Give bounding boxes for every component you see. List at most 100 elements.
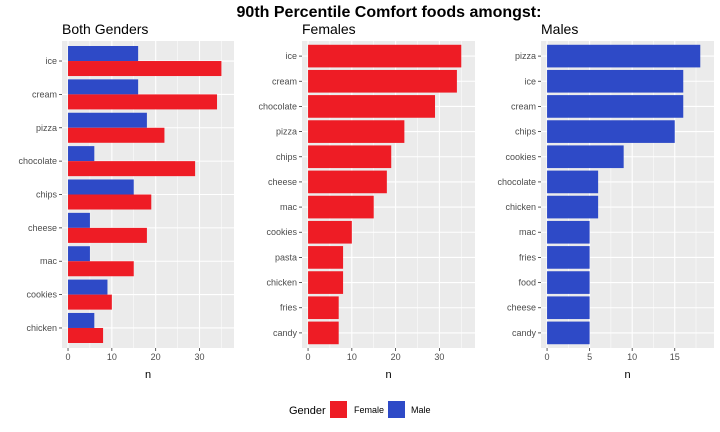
bar-female-cookies [68, 294, 112, 310]
y-tick-label-cream: cream [511, 101, 536, 111]
y-tick-label-cheese: cheese [507, 303, 536, 313]
bar-male-chips [547, 120, 675, 143]
x-tick-label: 20 [391, 352, 401, 362]
bar-male-chicken [547, 195, 599, 219]
y-tick-label-ice: ice [524, 76, 536, 86]
bar-female-chicken [308, 271, 344, 294]
bar-male-cheese [547, 296, 590, 320]
y-tick-label-pasta: pasta [275, 252, 297, 262]
bar-female-pasta [308, 246, 344, 269]
bar-male-mac [68, 246, 90, 262]
panel-both-genders: 0 10 20 30 ice cream pizza chocolate chips cheese… [18, 21, 234, 381]
bar-male-food [547, 271, 590, 294]
legend-swatch-female [330, 401, 347, 418]
bar-male-fries [547, 246, 590, 269]
bar-female-pizza [308, 120, 405, 143]
x-tick-label: 30 [194, 352, 204, 362]
bar-male-chocolate [547, 170, 599, 194]
x-tick-label: 0 [545, 352, 550, 362]
bar-male-pizza [547, 44, 701, 68]
y-tick-label-chips: chips [276, 152, 298, 162]
x-axis-title: n [624, 369, 630, 381]
bar-female-chicken [68, 327, 104, 343]
x-tick-label: 0 [306, 352, 311, 362]
y-tick-label-cream: cream [32, 89, 57, 99]
y-tick-label-chicken: chicken [266, 278, 297, 288]
bar-male-chocolate [68, 146, 95, 162]
y-tick-label-chocolate: chocolate [497, 177, 536, 187]
legend-label-female: Female [354, 405, 384, 415]
bar-male-mac [547, 220, 590, 244]
bar-female-chocolate [68, 161, 196, 177]
y-tick-label-chicken: chicken [26, 323, 57, 333]
chart-panels: 0 10 20 30 ice cream pizza chocolate chips cheese… [18, 21, 714, 381]
bar-female-cream [68, 94, 218, 110]
x-tick-label: 10 [347, 352, 357, 362]
x-axis-title: n [145, 369, 151, 381]
bar-male-ice [547, 69, 684, 93]
bar-male-cheese [68, 212, 90, 228]
y-tick-label-candy: candy [512, 328, 537, 338]
bar-male-cookies [68, 279, 108, 295]
legend-title: Gender [289, 405, 326, 417]
x-tick-label: 15 [670, 352, 680, 362]
legend-swatch-male [388, 401, 405, 418]
x-tick-label: 0 [66, 352, 71, 362]
y-tick-label-pizza: pizza [515, 51, 536, 61]
y-tick-label-cookies: cookies [26, 290, 57, 300]
bar-male-chips [68, 179, 134, 195]
y-tick-label-mac: mac [40, 256, 58, 266]
y-tick-label-pizza: pizza [276, 127, 297, 137]
bar-female-chips [68, 194, 152, 210]
bar-female-candy [308, 321, 339, 345]
panel-title: Males [541, 21, 578, 37]
legend: Gender Female Male [289, 401, 431, 418]
x-tick-label: 5 [587, 352, 592, 362]
y-tick-label-cheese: cheese [28, 223, 57, 233]
bar-female-fries [308, 296, 339, 320]
bar-female-mac [68, 261, 134, 277]
y-tick-label-chips: chips [36, 190, 58, 200]
panel-title: Females [302, 21, 356, 37]
bar-female-pizza [68, 127, 165, 143]
x-tick-label: 10 [107, 352, 117, 362]
y-tick-label-cheese: cheese [268, 177, 297, 187]
y-tick-label-ice: ice [285, 51, 297, 61]
panel-title: Both Genders [62, 21, 148, 37]
x-tick-label: 10 [627, 352, 637, 362]
y-tick-label-chocolate: chocolate [18, 156, 57, 166]
y-tick-label-cookies: cookies [505, 152, 536, 162]
bar-male-ice [68, 46, 139, 62]
bar-female-cookies [308, 220, 352, 244]
y-tick-label-chocolate: chocolate [258, 101, 297, 111]
legend-label-male: Male [411, 405, 431, 415]
y-tick-label-chicken: chicken [505, 202, 536, 212]
bar-male-cream [68, 79, 139, 95]
bar-male-cookies [547, 145, 624, 169]
bar-female-chips [308, 145, 392, 169]
y-tick-label-mac: mac [280, 202, 298, 212]
bar-male-cream [547, 95, 684, 118]
bar-female-chocolate [308, 95, 436, 118]
y-tick-label-food: food [518, 278, 536, 288]
y-tick-label-ice: ice [45, 56, 57, 66]
x-tick-label: 20 [151, 352, 161, 362]
y-tick-label-mac: mac [519, 227, 537, 237]
bar-male-chicken [68, 312, 95, 328]
y-tick-label-fries: fries [280, 303, 298, 313]
bar-female-cheese [308, 170, 387, 194]
x-axis-title: n [385, 369, 391, 381]
y-tick-label-fries: fries [519, 252, 537, 262]
bar-female-cheese [68, 227, 147, 243]
bar-female-ice [308, 44, 462, 68]
bar-female-mac [308, 195, 374, 219]
y-tick-label-cookies: cookies [266, 227, 297, 237]
bar-male-pizza [68, 112, 147, 128]
y-tick-label-pizza: pizza [36, 123, 57, 133]
y-tick-label-chips: chips [515, 127, 537, 137]
panel-females: 0 10 20 30 ice cream chocolate pizza chips cheese… [258, 21, 475, 381]
bar-male-candy [547, 321, 590, 345]
bar-female-cream [308, 69, 457, 93]
figure-title: 90th Percentile Comfort foods amongst: [237, 4, 542, 21]
